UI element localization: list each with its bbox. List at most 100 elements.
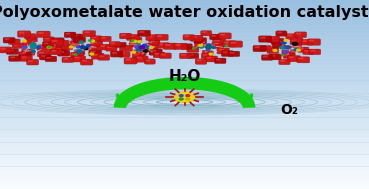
FancyBboxPatch shape	[269, 54, 281, 60]
FancyBboxPatch shape	[182, 45, 187, 46]
Circle shape	[48, 46, 51, 48]
FancyBboxPatch shape	[42, 42, 54, 47]
Circle shape	[31, 51, 35, 53]
Circle shape	[294, 49, 298, 50]
FancyBboxPatch shape	[202, 31, 207, 33]
FancyBboxPatch shape	[303, 40, 307, 42]
Circle shape	[284, 40, 288, 41]
Circle shape	[30, 46, 36, 49]
FancyBboxPatch shape	[299, 48, 304, 50]
FancyBboxPatch shape	[180, 44, 192, 49]
FancyBboxPatch shape	[310, 50, 315, 52]
FancyBboxPatch shape	[26, 34, 31, 36]
FancyBboxPatch shape	[0, 48, 6, 50]
FancyBboxPatch shape	[287, 34, 292, 36]
FancyBboxPatch shape	[179, 53, 191, 59]
Circle shape	[36, 46, 41, 48]
FancyBboxPatch shape	[64, 32, 76, 38]
FancyBboxPatch shape	[90, 36, 101, 41]
FancyBboxPatch shape	[8, 50, 13, 51]
FancyBboxPatch shape	[151, 50, 156, 52]
Circle shape	[89, 40, 91, 41]
Circle shape	[285, 46, 291, 49]
Circle shape	[132, 51, 135, 53]
FancyBboxPatch shape	[92, 36, 96, 38]
FancyBboxPatch shape	[298, 47, 309, 52]
FancyBboxPatch shape	[38, 46, 44, 47]
FancyBboxPatch shape	[73, 37, 86, 43]
FancyBboxPatch shape	[21, 49, 35, 55]
FancyBboxPatch shape	[266, 36, 280, 42]
Circle shape	[149, 47, 153, 49]
FancyBboxPatch shape	[211, 43, 224, 48]
Circle shape	[174, 92, 195, 103]
FancyBboxPatch shape	[287, 56, 300, 62]
FancyBboxPatch shape	[52, 50, 56, 52]
FancyBboxPatch shape	[14, 44, 18, 46]
FancyBboxPatch shape	[183, 35, 194, 40]
FancyBboxPatch shape	[24, 41, 28, 43]
FancyBboxPatch shape	[121, 34, 126, 36]
FancyBboxPatch shape	[201, 31, 212, 36]
FancyBboxPatch shape	[39, 52, 44, 54]
FancyBboxPatch shape	[307, 39, 321, 45]
FancyBboxPatch shape	[155, 53, 159, 55]
FancyBboxPatch shape	[70, 41, 83, 47]
Circle shape	[90, 53, 94, 55]
FancyBboxPatch shape	[289, 56, 294, 58]
FancyBboxPatch shape	[308, 40, 314, 42]
Text: H₂O: H₂O	[168, 69, 201, 84]
Circle shape	[209, 53, 213, 55]
FancyBboxPatch shape	[117, 43, 121, 45]
FancyBboxPatch shape	[223, 41, 236, 47]
Circle shape	[137, 49, 141, 51]
FancyBboxPatch shape	[229, 41, 242, 47]
FancyBboxPatch shape	[89, 50, 102, 56]
FancyBboxPatch shape	[110, 51, 123, 57]
FancyBboxPatch shape	[128, 35, 133, 37]
FancyBboxPatch shape	[6, 49, 18, 54]
Circle shape	[282, 54, 284, 56]
FancyBboxPatch shape	[27, 59, 39, 65]
FancyBboxPatch shape	[188, 47, 193, 49]
FancyBboxPatch shape	[25, 34, 36, 39]
FancyBboxPatch shape	[37, 51, 50, 57]
FancyBboxPatch shape	[214, 58, 226, 64]
FancyBboxPatch shape	[26, 37, 37, 42]
FancyBboxPatch shape	[296, 33, 301, 35]
FancyBboxPatch shape	[189, 54, 193, 56]
FancyBboxPatch shape	[217, 48, 230, 54]
FancyBboxPatch shape	[261, 46, 266, 48]
FancyBboxPatch shape	[271, 38, 284, 45]
FancyBboxPatch shape	[71, 34, 83, 40]
FancyBboxPatch shape	[85, 31, 90, 33]
FancyBboxPatch shape	[88, 45, 93, 47]
FancyBboxPatch shape	[201, 53, 213, 59]
FancyBboxPatch shape	[82, 60, 87, 62]
FancyBboxPatch shape	[304, 50, 308, 52]
FancyBboxPatch shape	[135, 56, 148, 62]
FancyBboxPatch shape	[61, 44, 73, 50]
FancyBboxPatch shape	[83, 31, 96, 37]
FancyBboxPatch shape	[74, 57, 79, 59]
FancyBboxPatch shape	[58, 41, 63, 43]
FancyBboxPatch shape	[52, 38, 64, 44]
Circle shape	[273, 50, 277, 51]
FancyBboxPatch shape	[196, 43, 201, 45]
FancyBboxPatch shape	[267, 48, 279, 53]
FancyBboxPatch shape	[109, 41, 120, 47]
FancyBboxPatch shape	[134, 53, 138, 55]
FancyBboxPatch shape	[146, 35, 158, 41]
FancyBboxPatch shape	[134, 50, 146, 56]
FancyBboxPatch shape	[130, 37, 142, 43]
FancyBboxPatch shape	[129, 41, 141, 47]
FancyBboxPatch shape	[301, 39, 313, 45]
FancyBboxPatch shape	[132, 53, 144, 59]
FancyBboxPatch shape	[92, 41, 97, 43]
FancyBboxPatch shape	[80, 59, 93, 65]
FancyBboxPatch shape	[19, 32, 24, 34]
FancyBboxPatch shape	[153, 52, 165, 58]
FancyBboxPatch shape	[187, 53, 199, 59]
FancyBboxPatch shape	[72, 41, 77, 43]
FancyBboxPatch shape	[175, 44, 181, 46]
